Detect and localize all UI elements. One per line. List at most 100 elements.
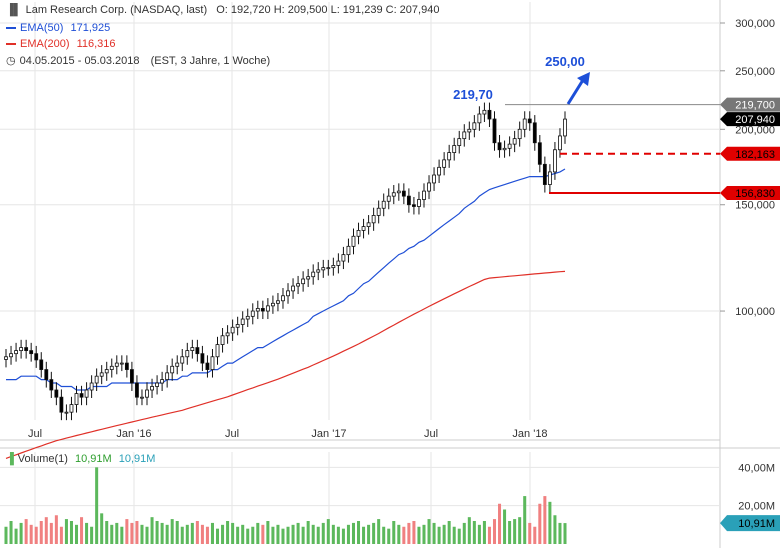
candle-body [467, 128, 472, 133]
candle-body [477, 113, 482, 124]
candle-body [9, 353, 13, 358]
candle-body [155, 382, 159, 387]
candle-body [24, 347, 29, 351]
candle-body [79, 393, 84, 398]
volume-bar [558, 522, 562, 544]
x-tick-label: Jan '18 [512, 428, 547, 440]
volume-bar [407, 522, 411, 544]
volume-bar [291, 524, 295, 544]
candle-body [270, 302, 275, 307]
candle-body [346, 245, 351, 256]
volume-bar [64, 519, 68, 544]
candle-body [190, 347, 195, 351]
price-tag [720, 112, 780, 127]
volume-bar [221, 524, 225, 544]
candle-body [527, 118, 532, 124]
volume-bar [246, 528, 250, 544]
volume-bar [367, 524, 371, 544]
volume-bar [452, 526, 456, 544]
candle-body [109, 365, 114, 370]
volume-bar [427, 519, 431, 544]
volume-bar [251, 526, 255, 544]
y-tick-label: 300,000 [735, 18, 775, 30]
price-tag [720, 186, 780, 201]
volume-bar [150, 517, 154, 544]
volume-bar [417, 526, 421, 544]
volume-bar [543, 496, 547, 544]
volume-bar [180, 526, 184, 544]
candle-body [29, 350, 34, 355]
candle-body [210, 356, 215, 370]
candle-body [99, 372, 104, 377]
candle-body [386, 195, 391, 202]
ema50-legend: EMA(50) 171,925 [6, 22, 110, 34]
candle-body [487, 109, 492, 120]
volume-bar [503, 509, 507, 544]
volume-bar [271, 526, 275, 544]
volume-bar [140, 524, 144, 544]
volume-bar [261, 524, 265, 544]
chart-icon: ▐▌ [6, 4, 22, 16]
instrument-name: Lam Research Corp. (NASDAQ, last) [25, 4, 208, 16]
volume-bar [276, 524, 280, 544]
candle-body [371, 215, 376, 224]
volume-bar [447, 521, 451, 544]
volume-bar [69, 521, 73, 544]
volume-bar [321, 522, 325, 544]
candle-body [260, 308, 265, 312]
volume-bar [372, 522, 376, 544]
x-tick-label: Jan '16 [116, 428, 151, 440]
candle-body [59, 396, 64, 413]
volume-bar [145, 526, 149, 544]
candle-body [255, 308, 260, 312]
candle-body [482, 109, 487, 115]
candle-body [276, 300, 280, 304]
candle-body [512, 138, 517, 145]
candle-body [507, 143, 512, 149]
volume-tag-label: 10,91M [738, 518, 775, 530]
candle-body [129, 369, 134, 384]
volume-bar [346, 524, 350, 544]
ema50-label: EMA(50) [20, 22, 64, 34]
candle-body [296, 283, 301, 287]
ohlc-values: O: 192,720 H: 209,500 L: 191,239 C: 207,… [216, 4, 440, 16]
candle-body [195, 347, 200, 355]
candle-body [321, 267, 326, 271]
volume-bar [190, 522, 194, 544]
volume-bar [54, 515, 58, 544]
volume-bar [226, 521, 230, 544]
candle-body [457, 138, 462, 146]
clock-icon: ◷ [6, 55, 16, 67]
volume-bar [205, 526, 209, 544]
candle-body [311, 271, 316, 278]
candle-body [19, 347, 24, 351]
ema200-label: EMA(200) [20, 38, 70, 50]
candle-body [401, 190, 406, 197]
candle-body [175, 362, 180, 367]
volume-bar [14, 528, 18, 544]
volume-bar [316, 526, 320, 544]
ema50-line [6, 168, 566, 391]
candle-body [69, 404, 74, 413]
range-legend: ◷ 04.05.2015 - 05.03.2018 (EST, 3 Jahre, … [6, 54, 270, 67]
volume-bar [462, 522, 466, 544]
volume-bar [326, 519, 330, 544]
price-tag-label: 219,700 [735, 100, 775, 112]
volume-bar [59, 526, 63, 544]
instrument-header: ▐▌ Lam Research Corp. (NASDAQ, last) O: 1… [6, 4, 439, 16]
candle-body [442, 159, 447, 168]
candle-body [84, 389, 89, 398]
volume-bar [553, 515, 557, 544]
volume-bar [498, 503, 502, 544]
candle-body [462, 131, 467, 140]
high-annotation: 219,70 [453, 87, 493, 102]
volume-bar [120, 526, 124, 544]
volume-bar [563, 523, 567, 544]
candle-body [230, 326, 235, 334]
candle-body [119, 362, 124, 365]
x-tick-label: Jul [28, 428, 42, 440]
y-tick-label: 100,000 [735, 306, 775, 318]
volume-bar [160, 522, 164, 544]
volume-bar [311, 524, 315, 544]
volume-bar [19, 522, 23, 544]
